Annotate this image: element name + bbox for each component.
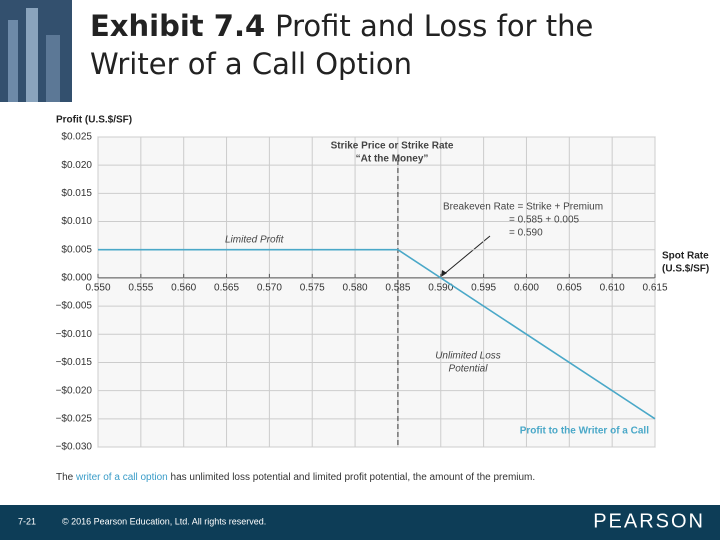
- header-image: [8, 20, 18, 102]
- x-tick-label: 0.605: [557, 283, 582, 294]
- y-tick-label: $0.015: [61, 188, 92, 199]
- header-image: [46, 35, 60, 102]
- annotation: = 0.590: [509, 228, 543, 239]
- x-tick-label: 0.570: [257, 283, 282, 294]
- x-tick-label: 0.615: [642, 283, 667, 294]
- x-tick-label: 0.560: [171, 283, 196, 294]
- copyright: © 2016 Pearson Education, Ltd. All right…: [62, 516, 266, 526]
- y-tick-label: −$0.030: [56, 442, 93, 453]
- title: Exhibit 7.4 Profit and Loss for the: [90, 9, 593, 43]
- annotation: = 0.585 + 0.005: [509, 215, 580, 226]
- footer-bar: [0, 505, 720, 540]
- logo: PEARSON: [593, 510, 705, 532]
- title-line-1: Profit and Loss for the: [275, 9, 593, 43]
- y-axis-label: Profit (U.S.$/SF): [56, 115, 132, 126]
- x-tick-label: 0.550: [85, 283, 110, 294]
- x-tick-label: 0.595: [471, 283, 496, 294]
- title-line-2: Writer of a Call Option: [90, 47, 412, 81]
- y-tick-label: $0.025: [61, 132, 92, 143]
- y-tick-label: $0.000: [61, 273, 92, 284]
- annotation: Strike Price or Strike Rate: [331, 141, 454, 152]
- annotation: Breakeven Rate = Strike + Premium: [443, 202, 603, 213]
- page-number: 7-21: [18, 516, 36, 526]
- annotation: Unlimited Loss: [435, 351, 501, 362]
- annotation: “At the Money”: [356, 154, 429, 165]
- x-tick-label: 0.590: [428, 283, 453, 294]
- caption: The writer of a call option has unlimite…: [56, 472, 535, 483]
- arrow-head: [441, 270, 447, 277]
- x-tick-label: 0.610: [600, 283, 625, 294]
- annotation: Limited Profit: [225, 235, 285, 246]
- caption-text: The: [56, 472, 74, 483]
- y-tick-label: −$0.015: [56, 357, 93, 368]
- y-tick-label: −$0.005: [56, 301, 93, 312]
- x-tick-label: 0.575: [300, 283, 325, 294]
- legend-label: Profit to the Writer of a Call: [520, 426, 649, 437]
- caption-text: has unlimited loss potential and limited…: [171, 472, 536, 483]
- x-tick-label: 0.565: [214, 283, 239, 294]
- y-tick-label: $0.005: [61, 244, 92, 255]
- header-image: [26, 8, 38, 102]
- x-axis-label: (U.S.$/SF): [662, 264, 709, 275]
- x-tick-label: 0.555: [128, 283, 153, 294]
- y-tick-label: $0.010: [61, 216, 92, 227]
- x-tick-label: 0.580: [343, 283, 368, 294]
- profit-line: [98, 248, 656, 420]
- caption-highlight: writer of a call option: [75, 472, 168, 483]
- y-tick-label: −$0.020: [56, 385, 93, 396]
- exhibit: Exhibit 7.4: [90, 9, 265, 43]
- y-tick-label: −$0.025: [56, 413, 93, 424]
- x-tick-label: 0.600: [514, 283, 539, 294]
- y-tick-label: $0.020: [61, 160, 92, 171]
- annotation: Potential: [449, 364, 489, 375]
- x-axis-label: Spot Rate: [662, 251, 709, 262]
- y-tick-label: −$0.010: [56, 329, 93, 340]
- plot-area: [97, 136, 656, 448]
- arrow: [442, 235, 491, 276]
